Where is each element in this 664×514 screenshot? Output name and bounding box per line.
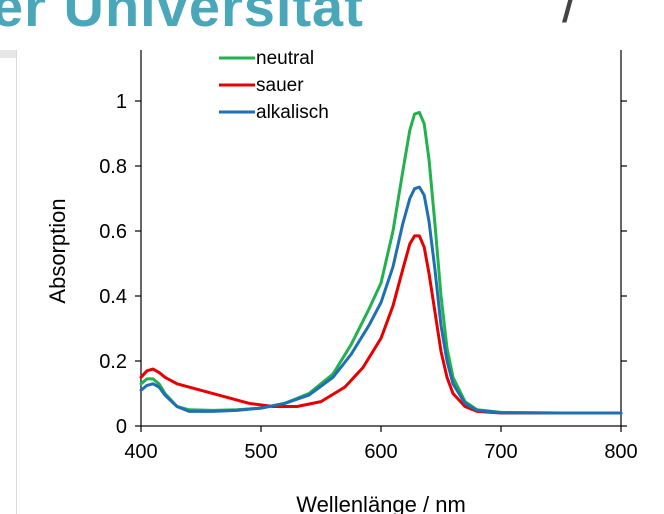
chart-panel: 00.20.40.60.811.2400500600700800 neutral…: [16, 50, 664, 514]
series-line-alkalisch: [139, 185, 623, 415]
legend-label-neutral: neutral: [256, 50, 314, 69]
axes: 00.20.40.60.811.2400500600700800: [99, 50, 638, 463]
x-tick-label: 500: [244, 441, 277, 463]
series-line-neutral: [139, 110, 623, 415]
plot-area-frame: [140, 50, 622, 427]
y-tick-label: 0.8: [99, 156, 127, 178]
x-tick-label: 600: [364, 441, 397, 463]
legend-label-alkalisch: alkalisch: [256, 102, 329, 123]
series-lines: [139, 110, 623, 415]
x-axis-label: Wellenlänge / nm: [296, 492, 466, 514]
legend-label-sauer: sauer: [256, 75, 304, 96]
series-line-sauer: [139, 234, 623, 415]
x-tick-label: 700: [484, 441, 517, 463]
y-tick-label: 1: [116, 91, 127, 113]
y-tick-label: 0.4: [99, 286, 127, 308]
y-tick-label: 0.2: [99, 351, 127, 373]
absorption-chart: 00.20.40.60.811.2400500600700800 neutral…: [45, 50, 638, 514]
y-axis-label: Absorption: [45, 198, 70, 303]
header-title-fragment: er Universität: [0, 0, 364, 38]
y-tick-label: 0.6: [99, 221, 127, 243]
slide-header: er Universität /: [0, 0, 664, 50]
header-mark: /: [562, 0, 578, 34]
y-tick-label: 0: [116, 416, 127, 438]
x-tick-label: 800: [604, 441, 637, 463]
x-tick-label: 400: [124, 441, 157, 463]
legend: neutral sauer alkalisch: [219, 50, 329, 123]
